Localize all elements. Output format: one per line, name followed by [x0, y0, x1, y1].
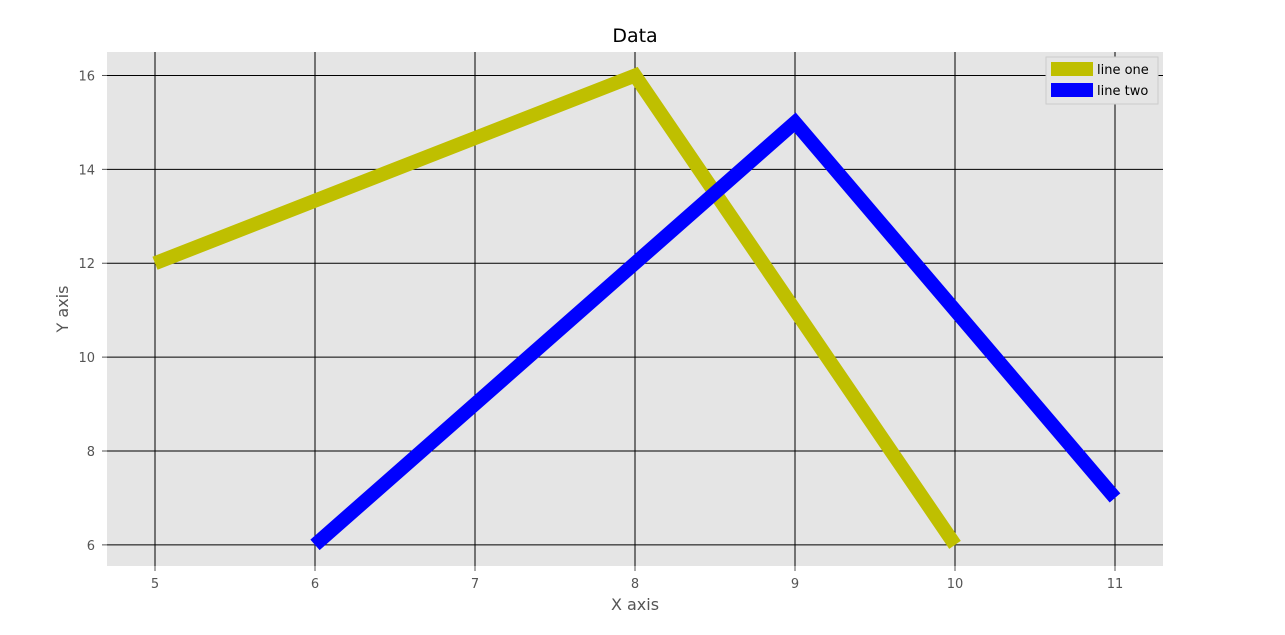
series-line-one-point	[634, 74, 636, 76]
legend: line one line two	[1045, 56, 1159, 105]
series-line-two-point	[314, 544, 316, 546]
x-axis-label: X axis	[611, 595, 659, 614]
x-tick-label: 9	[791, 577, 799, 592]
y-tick-label: 10	[78, 351, 95, 366]
chart-title: Data	[612, 25, 657, 47]
y-tick-label: 16	[78, 69, 95, 84]
x-tick-label: 10	[947, 577, 964, 592]
series-line-two-point	[794, 121, 796, 123]
y-tick-label: 14	[78, 163, 95, 178]
x-tick-label: 8	[631, 577, 639, 592]
series-line-one-point	[154, 262, 156, 264]
y-tick-label: 8	[87, 445, 95, 460]
y-ticks: 6 8 10 12 14 16	[78, 69, 107, 554]
y-axis-label: Y axis	[53, 286, 72, 334]
legend-label-line-one: line one	[1097, 63, 1149, 78]
series-line-one-point	[954, 544, 956, 546]
x-tick-label: 11	[1107, 577, 1124, 592]
series-line-two-point	[1114, 497, 1116, 499]
legend-label-line-two: line two	[1097, 84, 1148, 99]
x-tick-label: 6	[311, 577, 319, 592]
y-tick-label: 12	[78, 257, 95, 272]
series-layer	[152, 66, 1121, 551]
x-ticks: 5 6 7 8 9 10 11	[151, 566, 1123, 592]
x-tick-label: 7	[471, 577, 479, 592]
y-tick-label: 6	[87, 539, 95, 554]
x-tick-label: 5	[151, 577, 159, 592]
